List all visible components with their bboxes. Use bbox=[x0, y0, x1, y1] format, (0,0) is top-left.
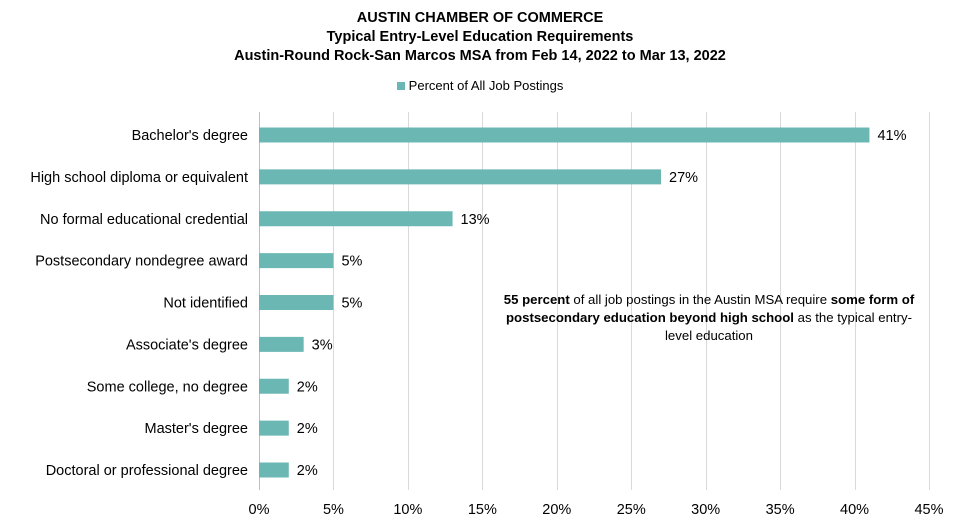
category-label: Doctoral or professional degree bbox=[46, 463, 248, 479]
x-tick-label: 45% bbox=[914, 502, 943, 518]
category-label: Postsecondary nondegree award bbox=[35, 254, 248, 270]
chart-titles: AUSTIN CHAMBER OF COMMERCE Typical Entry… bbox=[0, 9, 960, 66]
chart-title: Typical Entry-Level Education Requiremen… bbox=[326, 29, 634, 45]
category-label: Some college, no degree bbox=[87, 379, 248, 395]
data-label: 13% bbox=[461, 212, 490, 228]
category-label: Associate's degree bbox=[126, 337, 248, 353]
data-label: 2% bbox=[297, 421, 318, 437]
data-label: 2% bbox=[297, 463, 318, 479]
annotation: 55 percent of all job postings in the Au… bbox=[500, 291, 918, 345]
x-tick-label: 5% bbox=[323, 502, 344, 518]
data-label: 2% bbox=[297, 379, 318, 395]
data-label: 3% bbox=[312, 337, 333, 353]
legend-label: Percent of All Job Postings bbox=[408, 78, 564, 93]
bar bbox=[259, 169, 661, 185]
annotation-text-1: of all job postings in the Austin MSA re… bbox=[569, 292, 831, 307]
x-tick-label: 40% bbox=[840, 502, 869, 518]
x-tick-label: 20% bbox=[542, 502, 571, 518]
category-label: High school diploma or equivalent bbox=[30, 170, 248, 186]
annotation-highlight-2: some form of postsecondary education bey… bbox=[506, 292, 915, 325]
data-label: 27% bbox=[669, 170, 698, 186]
chart-subtitle: Austin-Round Rock-San Marcos MSA from Fe… bbox=[234, 48, 726, 64]
bar bbox=[259, 211, 453, 227]
bar bbox=[259, 462, 289, 478]
bar bbox=[259, 127, 870, 143]
legend-swatch bbox=[396, 81, 405, 90]
data-label: 41% bbox=[877, 128, 906, 144]
x-tick-label: 0% bbox=[249, 502, 270, 518]
bar bbox=[259, 420, 289, 436]
legend: Percent of All Job Postings bbox=[0, 78, 960, 93]
data-label: 5% bbox=[341, 254, 362, 270]
bar bbox=[259, 378, 289, 394]
x-tick-label: 30% bbox=[691, 502, 720, 518]
category-label: Not identified bbox=[163, 296, 248, 312]
x-tick-label: 35% bbox=[766, 502, 795, 518]
bar bbox=[259, 295, 334, 310]
bar bbox=[259, 336, 304, 352]
data-label: 5% bbox=[341, 296, 362, 312]
bar bbox=[259, 253, 334, 269]
category-label: Bachelor's degree bbox=[132, 128, 248, 144]
x-tick-label: 25% bbox=[617, 502, 646, 518]
x-tick-label: 10% bbox=[393, 502, 422, 518]
x-tick-label: 15% bbox=[468, 502, 497, 518]
category-label: Master's degree bbox=[144, 421, 248, 437]
chart-title-org: AUSTIN CHAMBER OF COMMERCE bbox=[356, 10, 604, 26]
annotation-highlight-1: 55 percent bbox=[503, 292, 570, 307]
category-label: No formal educational credential bbox=[40, 212, 248, 228]
annotation-text-2: as the typical entry-level education bbox=[665, 310, 912, 343]
